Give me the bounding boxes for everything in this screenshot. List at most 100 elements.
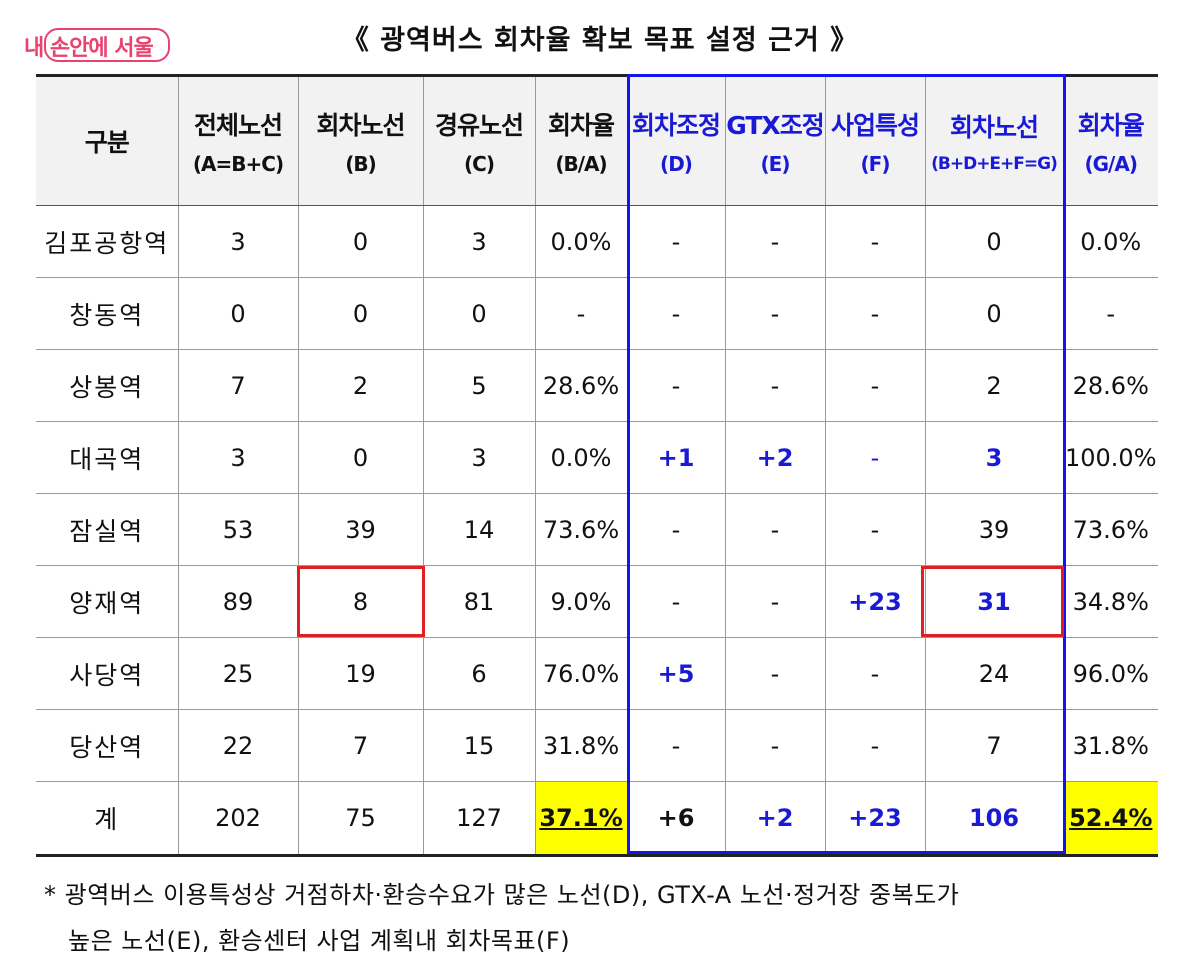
table-cell: 96.0% [1063, 637, 1158, 710]
table-cell: 31 [925, 565, 1064, 638]
logo-frame [44, 28, 170, 62]
table-total-row: 계 202 75 127 37.1% +6 +2 +23 106 52.4% [36, 781, 1158, 857]
table-cell: 0 [298, 277, 424, 350]
table-cell: 76.0% [535, 637, 628, 710]
total-cell: +2 [725, 781, 826, 857]
table-cell: 19 [298, 637, 424, 710]
table-cell: - [1063, 277, 1158, 350]
row-label: 상봉역 [36, 349, 179, 422]
page-title: 《 광역버스 회차율 확보 목표 설정 근거 》 [341, 25, 859, 56]
table-cell: 7 [925, 709, 1064, 782]
table-body: 김포공항역 3 0 3 0.0% - - -0 0.0% 창동역 0 0 0- - - -0- 상봉역 7 2 5 28… [36, 205, 1158, 782]
total-cell: 52.4% [1063, 781, 1158, 857]
table-row: 잠실역 53 39 14 73.6% - - -39 73.6% [36, 493, 1158, 566]
table-cell: - [825, 421, 926, 494]
table-cell: 3 [423, 205, 536, 278]
table-cell: - [627, 493, 726, 566]
table-cell: - [725, 493, 826, 566]
row-label: 당산역 [36, 709, 179, 782]
total-cell: +6 [627, 781, 726, 857]
table-cell: 0 [423, 277, 536, 350]
row-label: 양재역 [36, 565, 179, 638]
header-project-characteristic: 사업특성 (F) [825, 74, 926, 206]
header-new-turnaround-rate: 회차율 (G/A) [1063, 74, 1158, 206]
table-cell: - [725, 277, 826, 350]
table-cell: +23 [825, 565, 926, 638]
table-cell: 39 [925, 493, 1064, 566]
table-cell: 31.8% [1063, 709, 1158, 782]
table-cell: - [725, 709, 826, 782]
table-cell: - [627, 277, 726, 350]
table-cell: 22 [178, 709, 299, 782]
table-cell: 0 [178, 277, 299, 350]
table-cell: - [825, 709, 926, 782]
table-cell: - [627, 205, 726, 278]
table-cell: 5 [423, 349, 536, 422]
table-cell: 7 [298, 709, 424, 782]
table-cell: 31.8% [535, 709, 628, 782]
table-cell: 28.6% [535, 349, 628, 422]
table-cell: 39 [298, 493, 424, 566]
total-label: 계 [36, 781, 179, 857]
table-cell: - [725, 349, 826, 422]
turnaround-rate-table: 구분 전체노선 (A=B+C) 회차노선 (B) 경유노선 (C) 회차율 (B/A) … [36, 74, 1158, 857]
table-cell: 0 [298, 205, 424, 278]
row-label: 김포공항역 [36, 205, 179, 278]
table-cell: 81 [423, 565, 536, 638]
total-cell: 106 [925, 781, 1064, 857]
table-cell: - [825, 637, 926, 710]
header-total-routes: 전체노선 (A=B+C) [178, 74, 299, 206]
table-cell: - [627, 349, 726, 422]
header-gtx-adjust: GTX조정 (E) [725, 74, 826, 206]
footnote-line-1: * 광역버스 이용특성상 거점하차·환승수요가 많은 노선(D), GTX-A … [44, 881, 960, 909]
table-cell: 28.6% [1063, 349, 1158, 422]
table-row: 당산역 22 7 15 31.8% - - -7 31.8% [36, 709, 1158, 782]
total-cell: 37.1% [535, 781, 628, 857]
total-cell: 202 [178, 781, 299, 857]
row-label: 사당역 [36, 637, 179, 710]
table-cell: - [825, 205, 926, 278]
table-cell: 25 [178, 637, 299, 710]
table-cell: 0 [298, 421, 424, 494]
table-cell: 3 [178, 205, 299, 278]
table-row: 상봉역 7 2 5 28.6% - - -2 28.6% [36, 349, 1158, 422]
table-cell: 73.6% [1063, 493, 1158, 566]
row-label: 대곡역 [36, 421, 179, 494]
table-cell: 14 [423, 493, 536, 566]
row-label: 창동역 [36, 277, 179, 350]
table-cell: 34.8% [1063, 565, 1158, 638]
table-cell: 2 [925, 349, 1064, 422]
footnote-line-2: 높은 노선(E), 환승센터 사업 계획내 회차목표(F) [68, 927, 571, 955]
table-row: 창동역 0 0 0- - - -0- [36, 277, 1158, 350]
table-cell: - [627, 709, 726, 782]
table-cell: 0 [925, 205, 1064, 278]
table-row: 사당역 25 19 6 76.0% +5- -24 96.0% [36, 637, 1158, 710]
table-cell: 53 [178, 493, 299, 566]
table-cell: 15 [423, 709, 536, 782]
table-cell: 7 [178, 349, 299, 422]
seoul-logo: 내 손안에 서울 [18, 24, 172, 64]
table-cell: 8 [298, 565, 424, 638]
table-cell: 9.0% [535, 565, 628, 638]
table-cell: - [825, 277, 926, 350]
table-cell: 0 [925, 277, 1064, 350]
header-category: 구분 [36, 74, 179, 206]
table-cell: 2 [298, 349, 424, 422]
table-cell: +1 [627, 421, 726, 494]
table-cell: +2 [725, 421, 826, 494]
table-cell: 3 [925, 421, 1064, 494]
table-row: 대곡역 3 0 3 0.0% +1 +2-3 100.0% [36, 421, 1158, 494]
table-cell: - [725, 565, 826, 638]
table-cell: - [535, 277, 628, 350]
table-cell: 24 [925, 637, 1064, 710]
table-cell: 100.0% [1063, 421, 1158, 494]
table-header-row: 구분 전체노선 (A=B+C) 회차노선 (B) 경유노선 (C) 회차율 (B/A) … [36, 74, 1158, 206]
header-turnaround-adjust: 회차조정 (D) [627, 74, 726, 206]
table-cell: 73.6% [535, 493, 628, 566]
header-transit-routes: 경유노선 (C) [423, 74, 536, 206]
table-cell: 0.0% [535, 421, 628, 494]
table-cell: 0.0% [535, 205, 628, 278]
header-turnaround-rate: 회차율 (B/A) [535, 74, 628, 206]
table-cell: - [627, 565, 726, 638]
logo-text: 내 손안에 서울 [24, 36, 154, 61]
